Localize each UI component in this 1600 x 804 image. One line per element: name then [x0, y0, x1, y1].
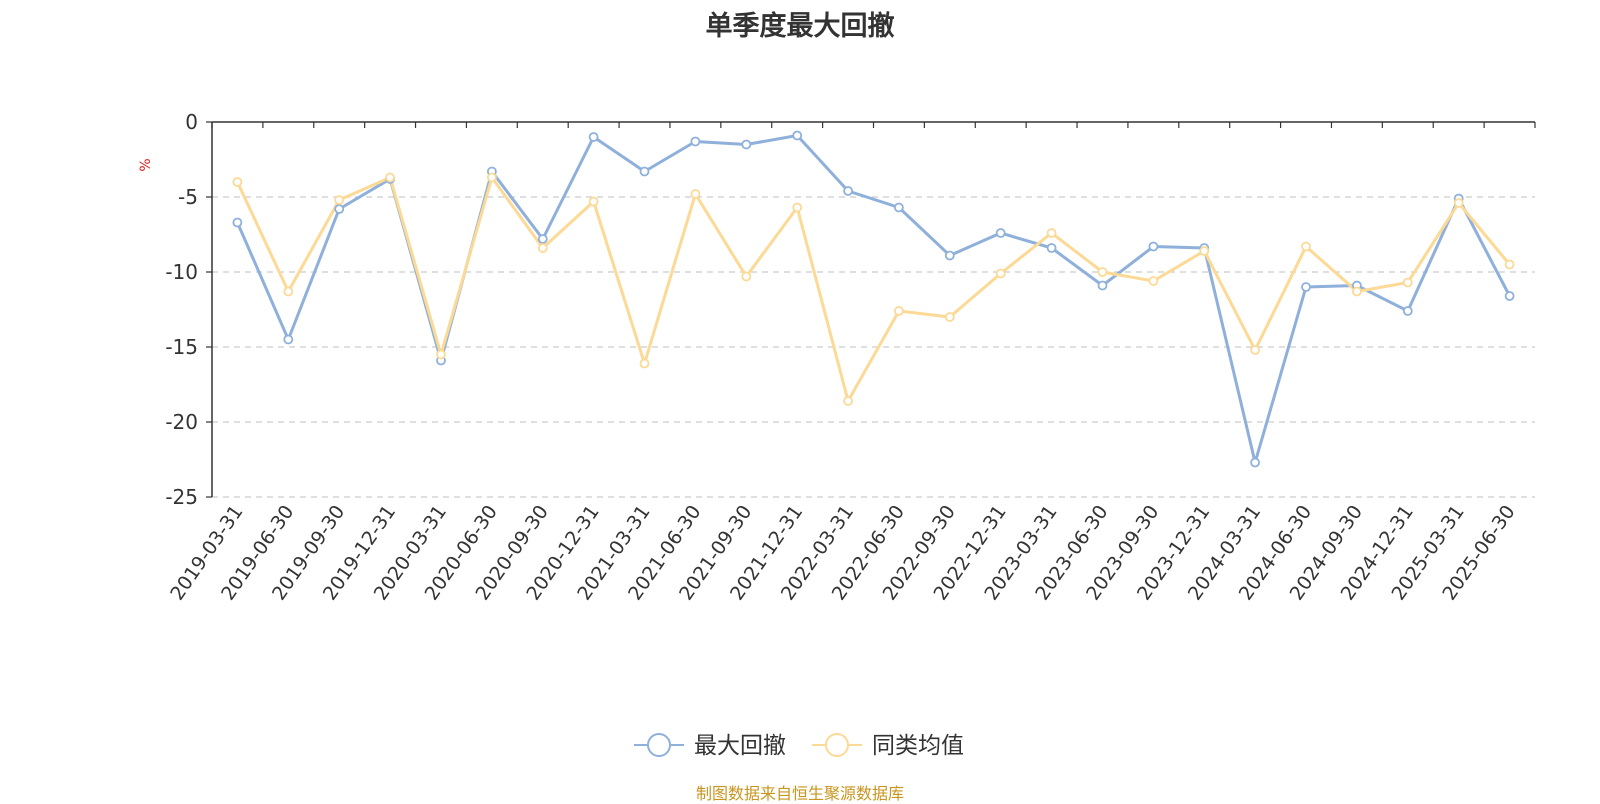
data-point-1[interactable]: [1199, 246, 1210, 256]
data-point-0[interactable]: [792, 130, 803, 141]
y-tick-label: -5: [178, 185, 198, 209]
data-point-1[interactable]: [1504, 259, 1515, 270]
data-point-0[interactable]: [843, 186, 853, 196]
data-point-0[interactable]: [1046, 243, 1057, 253]
data-point-0[interactable]: [232, 217, 243, 228]
data-point-0[interactable]: [1148, 241, 1159, 252]
data-point-1[interactable]: [486, 172, 497, 183]
data-point-0[interactable]: [639, 166, 650, 177]
data-point-0[interactable]: [1301, 282, 1311, 292]
y-tick-label: -10: [165, 260, 198, 284]
y-tick-label: 0: [185, 110, 198, 134]
data-point-0[interactable]: [1250, 457, 1260, 468]
data-point-1[interactable]: [639, 358, 650, 369]
data-point-1[interactable]: [385, 172, 396, 183]
y-axis-unit-label: %: [138, 158, 154, 171]
legend[interactable]: 最大回撤 同类均值: [634, 733, 964, 759]
data-point-1[interactable]: [588, 196, 599, 207]
data-point-1[interactable]: [1148, 276, 1159, 286]
data-point-0[interactable]: [690, 136, 701, 147]
data-point-1[interactable]: [1097, 267, 1108, 277]
data-source-note: 制图数据来自恒生聚源数据库: [695, 784, 904, 803]
legend-item-0[interactable]: 最大回撤: [634, 733, 786, 759]
data-point-1[interactable]: [690, 189, 701, 199]
series-line-0: [236, 134, 1511, 464]
data-point-1[interactable]: [232, 177, 243, 187]
data-point-1[interactable]: [792, 202, 803, 213]
data-point-1[interactable]: [995, 268, 1006, 279]
data-point-0[interactable]: [1402, 306, 1413, 316]
data-point-1[interactable]: [537, 243, 548, 253]
y-tick-label: -15: [165, 335, 198, 359]
data-point-1[interactable]: [1453, 198, 1464, 208]
series-line-1: [236, 176, 1511, 403]
legend-marker: [647, 733, 671, 757]
data-point-1[interactable]: [1352, 286, 1362, 297]
legend-label: 最大回撤: [694, 733, 786, 759]
data-point-0[interactable]: [334, 204, 345, 214]
data-point-0[interactable]: [995, 228, 1006, 238]
legend-marker: [825, 733, 849, 757]
axes: [206, 121, 1536, 498]
data-point-0[interactable]: [944, 250, 955, 261]
data-point-1[interactable]: [741, 271, 752, 282]
grid-lines: [212, 196, 1535, 498]
y-tick-label: -20: [165, 410, 198, 434]
data-point-1[interactable]: [436, 349, 446, 360]
data-point-1[interactable]: [944, 312, 955, 322]
data-point-1[interactable]: [1402, 277, 1413, 288]
series-lines: [232, 130, 1515, 468]
data-point-1[interactable]: [283, 286, 294, 297]
data-point-1[interactable]: [894, 306, 904, 316]
data-point-0[interactable]: [588, 132, 599, 142]
chart-title: 单季度最大回撤: [705, 11, 895, 42]
x-tick-labels: 2019-03-312019-06-302019-09-302019-12-31…: [166, 501, 1519, 604]
data-point-1[interactable]: [1046, 228, 1057, 238]
data-point-0[interactable]: [1504, 291, 1515, 301]
data-point-1[interactable]: [334, 195, 345, 205]
legend-item-1[interactable]: 同类均值: [812, 733, 964, 759]
data-point-0[interactable]: [1097, 280, 1108, 291]
data-point-1[interactable]: [843, 396, 853, 406]
data-point-0[interactable]: [283, 334, 294, 345]
data-point-0[interactable]: [894, 202, 904, 213]
legend-label: 同类均值: [872, 733, 964, 759]
data-point-0[interactable]: [741, 139, 752, 150]
y-tick-labels: 0 -5 -10 -15 -20 -25: [165, 110, 198, 509]
y-tick-label: -25: [165, 485, 198, 509]
data-point-0[interactable]: [537, 234, 548, 244]
data-point-1[interactable]: [1301, 241, 1311, 252]
data-point-1[interactable]: [1250, 345, 1260, 355]
